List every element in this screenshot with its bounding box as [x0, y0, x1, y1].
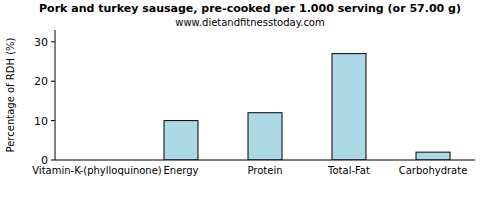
subtitle: www.dietandfitnesstoday.com [175, 17, 324, 28]
x-tick-label: Carbohydrate [399, 165, 468, 176]
y-axis-label: Percentage of RDH (%) [5, 37, 16, 152]
x-tick-label: Protein [247, 165, 282, 176]
x-tick-label: Energy [163, 165, 198, 176]
bar [416, 152, 450, 160]
chart-container: Pork and turkey sausage, pre-cooked per … [0, 0, 500, 200]
y-axis-line [55, 30, 56, 160]
chart-svg: Pork and turkey sausage, pre-cooked per … [0, 0, 500, 200]
title: Pork and turkey sausage, pre-cooked per … [39, 2, 461, 15]
y-tick-label: 20 [34, 75, 48, 88]
bars [164, 54, 450, 160]
x-tick-label: Vitamin-K-(phylloquinone) [32, 165, 162, 176]
y-tick-label: 10 [34, 115, 48, 128]
y-tick [51, 120, 55, 121]
bar [332, 54, 366, 160]
bar [248, 113, 282, 160]
y-tick [51, 81, 55, 82]
y-tick-label: 30 [34, 36, 48, 49]
x-tick-label: Total-Fat [327, 165, 370, 176]
y-tick [51, 41, 55, 42]
bar [164, 121, 198, 160]
x-axis-line [55, 160, 475, 161]
y-tick [51, 160, 55, 161]
